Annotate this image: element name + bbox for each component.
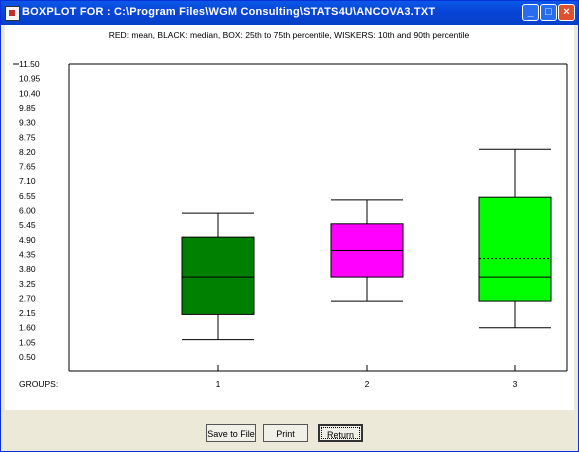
title-bar[interactable]: BOXPLOT FOR : C:\Program Files\WGM Consu… <box>1 1 578 25</box>
y-tick-label: 1.05 <box>19 337 36 347</box>
box-iqr <box>181 236 255 315</box>
y-tick-label: 11.50 <box>19 59 40 69</box>
x-tick-label: 1 <box>216 379 221 389</box>
y-tick-label: 1.60 <box>19 323 36 333</box>
x-tick-label: 2 <box>365 379 370 389</box>
minimize-button[interactable]: _ <box>522 4 539 21</box>
y-tick-label: 8.75 <box>19 132 36 142</box>
y-tick-label: 5.45 <box>19 220 36 230</box>
print-button[interactable]: Print <box>263 424 308 442</box>
save-to-file-button[interactable]: Save to File <box>206 424 256 442</box>
y-tick-label: 7.10 <box>19 176 36 186</box>
y-tick-label: 9.30 <box>19 118 36 128</box>
y-tick-label: 4.90 <box>19 235 36 245</box>
y-tick-label: 10.95 <box>19 74 41 84</box>
y-tick-label: 0.50 <box>19 352 36 362</box>
y-tick-label: 4.35 <box>19 249 36 259</box>
window-title: BOXPLOT FOR : C:\Program Files\WGM Consu… <box>22 6 436 18</box>
button-bar: Save to File Print Return <box>5 410 574 448</box>
plot-area: RED: mean, BLACK: median, BOX: 25th to 7… <box>5 25 574 410</box>
y-tick-label: 6.00 <box>19 206 36 216</box>
app-icon <box>5 6 20 21</box>
y-tick-label: 2.15 <box>19 308 36 318</box>
y-tick-label: 6.55 <box>19 191 36 201</box>
box-iqr <box>478 196 552 302</box>
return-button[interactable]: Return <box>318 424 363 442</box>
close-button[interactable]: × <box>558 4 575 21</box>
x-tick-label: 3 <box>513 379 518 389</box>
y-tick-label: 8.20 <box>19 147 36 157</box>
y-tick-label: 7.65 <box>19 162 36 172</box>
boxplot-chart: RED: mean, BLACK: median, BOX: 25th to 7… <box>13 30 568 389</box>
y-tick-label: 3.80 <box>19 264 36 274</box>
y-tick-label: 3.25 <box>19 279 36 289</box>
legend-text: RED: mean, BLACK: median, BOX: 25th to 7… <box>109 30 470 40</box>
y-tick-label: 2.70 <box>19 293 36 303</box>
y-tick-label: 9.85 <box>19 103 36 113</box>
maximize-button[interactable]: □ <box>540 4 557 21</box>
x-axis-label: GROUPS: <box>19 379 58 389</box>
y-tick-label: 10.40 <box>19 88 41 98</box>
